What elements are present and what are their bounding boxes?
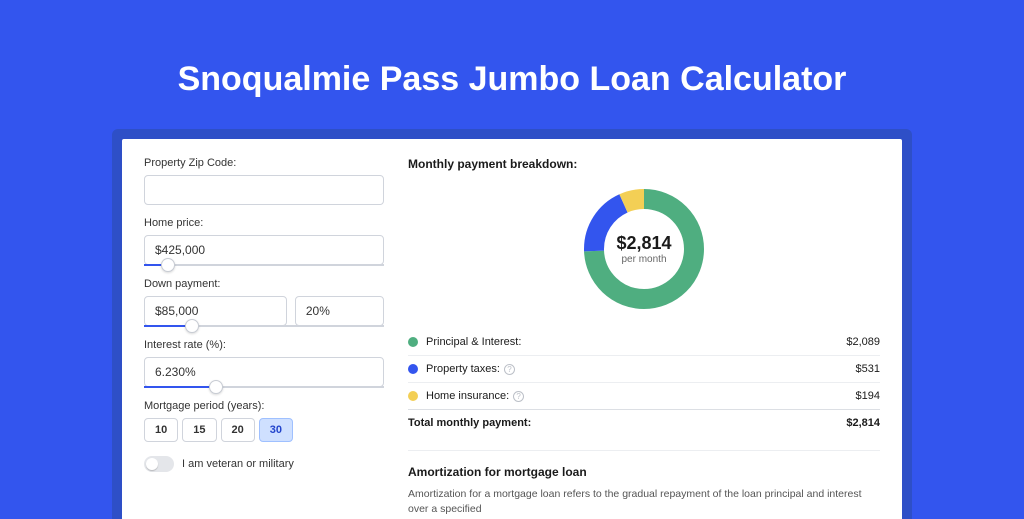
amortization-heading: Amortization for mortgage loan	[408, 465, 880, 479]
interest-rate-slider-thumb[interactable]	[209, 380, 223, 394]
interest-rate-field: Interest rate (%):	[144, 339, 384, 388]
veteran-toggle[interactable]	[144, 456, 174, 472]
down-payment-slider[interactable]	[144, 325, 384, 327]
veteran-toggle-knob	[146, 458, 158, 470]
amortization-block: Amortization for mortgage loan Amortizat…	[408, 450, 880, 516]
legend-dot	[408, 337, 418, 347]
legend-row: Home insurance: ?$194	[408, 382, 880, 409]
zip-input[interactable]	[144, 175, 384, 205]
mortgage-period-buttons: 10152030	[144, 418, 384, 442]
home-price-label: Home price:	[144, 217, 384, 229]
mortgage-period-field: Mortgage period (years): 10152030	[144, 400, 384, 442]
home-price-slider-thumb[interactable]	[161, 258, 175, 272]
veteran-toggle-label: I am veteran or military	[182, 458, 294, 470]
interest-rate-slider[interactable]	[144, 386, 384, 388]
inputs-column: Property Zip Code: Home price: Down paym…	[144, 157, 384, 519]
info-icon[interactable]: ?	[504, 364, 515, 375]
donut-sub: per month	[621, 254, 666, 265]
mortgage-period-option-20[interactable]: 20	[221, 418, 255, 442]
legend-dot	[408, 391, 418, 401]
down-payment-field: Down payment:	[144, 278, 384, 327]
down-payment-pct-input[interactable]	[295, 296, 384, 326]
legend-row: Principal & Interest:$2,089	[408, 329, 880, 355]
legend: Principal & Interest:$2,089Property taxe…	[408, 329, 880, 409]
total-value: $2,814	[846, 417, 880, 429]
calculator-panel: Property Zip Code: Home price: Down paym…	[122, 139, 902, 519]
breakdown-heading: Monthly payment breakdown:	[408, 157, 880, 171]
down-payment-label: Down payment:	[144, 278, 384, 290]
info-icon[interactable]: ?	[513, 391, 524, 402]
mortgage-period-option-30[interactable]: 30	[259, 418, 293, 442]
home-price-field: Home price:	[144, 217, 384, 266]
page-title: Snoqualmie Pass Jumbo Loan Calculator	[0, 0, 1024, 129]
zip-field: Property Zip Code:	[144, 157, 384, 205]
total-label: Total monthly payment:	[408, 417, 846, 429]
home-price-slider[interactable]	[144, 264, 384, 266]
legend-value: $531	[856, 363, 880, 375]
mortgage-period-option-10[interactable]: 10	[144, 418, 178, 442]
legend-label: Home insurance: ?	[426, 390, 856, 402]
donut-chart-wrap: $2,814 per month	[408, 179, 880, 319]
total-row: Total monthly payment: $2,814	[408, 409, 880, 436]
down-payment-input[interactable]	[144, 296, 287, 326]
interest-rate-input[interactable]	[144, 357, 384, 387]
legend-value: $2,089	[846, 336, 880, 348]
legend-label: Principal & Interest:	[426, 336, 846, 348]
legend-label: Property taxes: ?	[426, 363, 856, 375]
legend-row: Property taxes: ?$531	[408, 355, 880, 382]
breakdown-column: Monthly payment breakdown: $2,814 per mo…	[408, 157, 880, 519]
interest-rate-label: Interest rate (%):	[144, 339, 384, 351]
zip-label: Property Zip Code:	[144, 157, 384, 169]
veteran-toggle-row: I am veteran or military	[144, 456, 384, 472]
down-payment-slider-thumb[interactable]	[185, 319, 199, 333]
donut-chart: $2,814 per month	[584, 189, 704, 309]
home-price-input[interactable]	[144, 235, 384, 265]
donut-center: $2,814 per month	[584, 189, 704, 309]
mortgage-period-label: Mortgage period (years):	[144, 400, 384, 412]
donut-amount: $2,814	[616, 233, 671, 254]
legend-value: $194	[856, 390, 880, 402]
mortgage-period-option-15[interactable]: 15	[182, 418, 216, 442]
calculator-panel-wrap: Property Zip Code: Home price: Down paym…	[112, 129, 912, 519]
legend-dot	[408, 364, 418, 374]
